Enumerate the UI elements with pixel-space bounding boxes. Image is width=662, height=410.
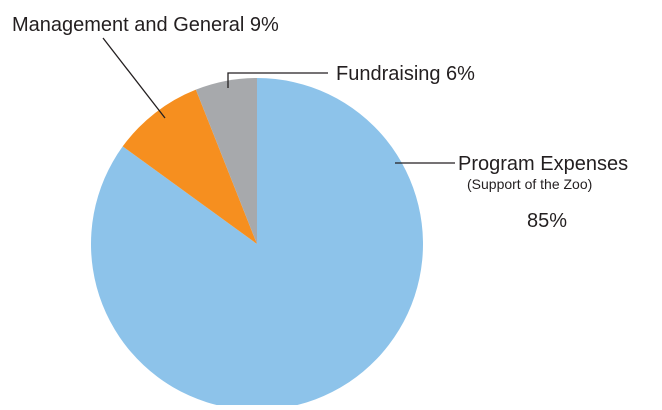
label-management: Management and General 9% [12,14,279,36]
pie-slice-fundraising [195,78,257,244]
pie-slice-program-expenses [90,78,423,410]
pie-slice-management-and-general [122,89,257,244]
pie-slices [90,78,423,410]
leader-line-fundraising [227,72,328,88]
label-program-value: 85% [527,210,567,232]
label-fundraising: Fundraising 6% [336,63,475,85]
leader-line-management [102,37,166,119]
label-program: Program Expenses [458,153,628,175]
label-program-sub: (Support of the Zoo) [467,176,592,192]
